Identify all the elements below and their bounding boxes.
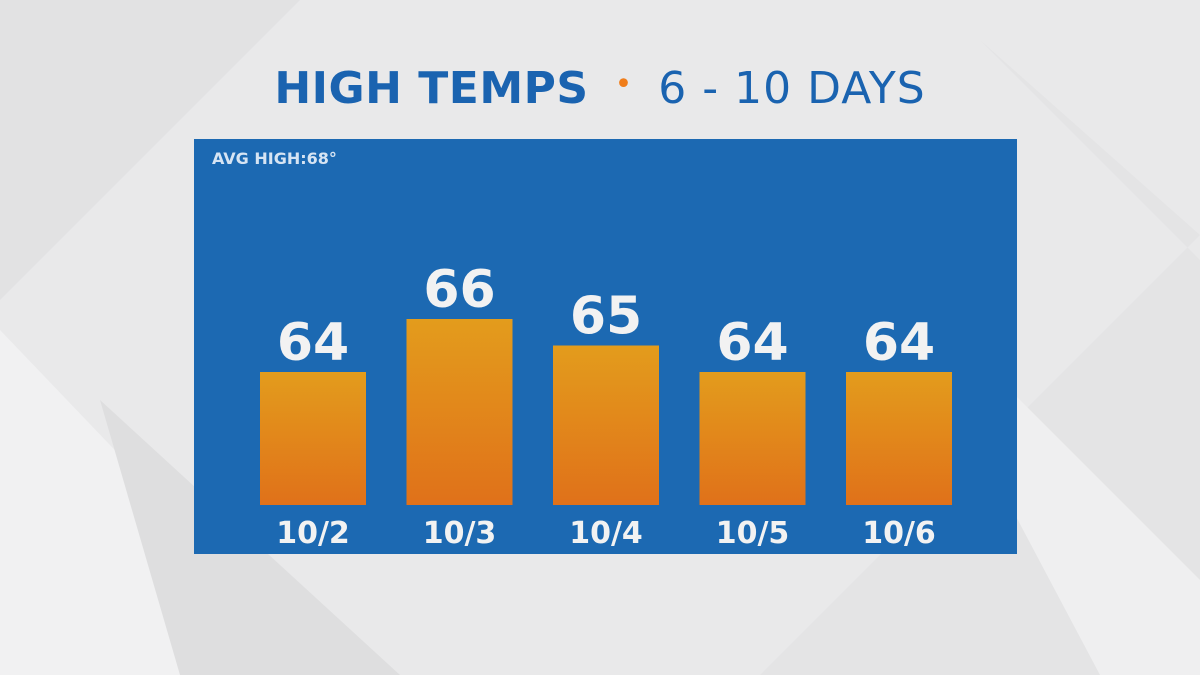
- bar-10-4: [553, 345, 659, 505]
- title-range: 6 - 10 DAYS: [658, 62, 926, 114]
- bar-10-2: [260, 372, 366, 505]
- category-label: 10/2: [276, 516, 350, 551]
- bar-value-label: 64: [716, 313, 788, 373]
- bar-value-label: 64: [277, 313, 349, 373]
- category-label: 10/6: [862, 516, 936, 551]
- bar-10-3: [406, 319, 513, 505]
- bar-chart: 64 10/2 66 10/3 65 10/4 64 10/5 64 10/6: [260, 260, 952, 551]
- bar-10-6: [846, 372, 952, 505]
- page-title: HIGH TEMPS • 6 - 10 DAYS: [0, 58, 1200, 118]
- bar-10-5: [699, 372, 806, 505]
- title-separator-dot: •: [614, 66, 633, 102]
- chart-panel: AVG HIGH:68° 64 10/2 66 10/3 65 10/4 64 10/5 64 1…: [194, 139, 1017, 554]
- avg-high-label: AVG HIGH:68°: [212, 149, 337, 168]
- category-label: 10/3: [423, 516, 497, 551]
- bar-value-label: 65: [570, 287, 642, 347]
- title-main: HIGH TEMPS: [274, 62, 589, 114]
- category-label: 10/5: [716, 516, 790, 551]
- category-label: 10/4: [569, 516, 643, 551]
- bar-value-label: 66: [423, 260, 495, 320]
- bar-value-label: 64: [863, 313, 935, 373]
